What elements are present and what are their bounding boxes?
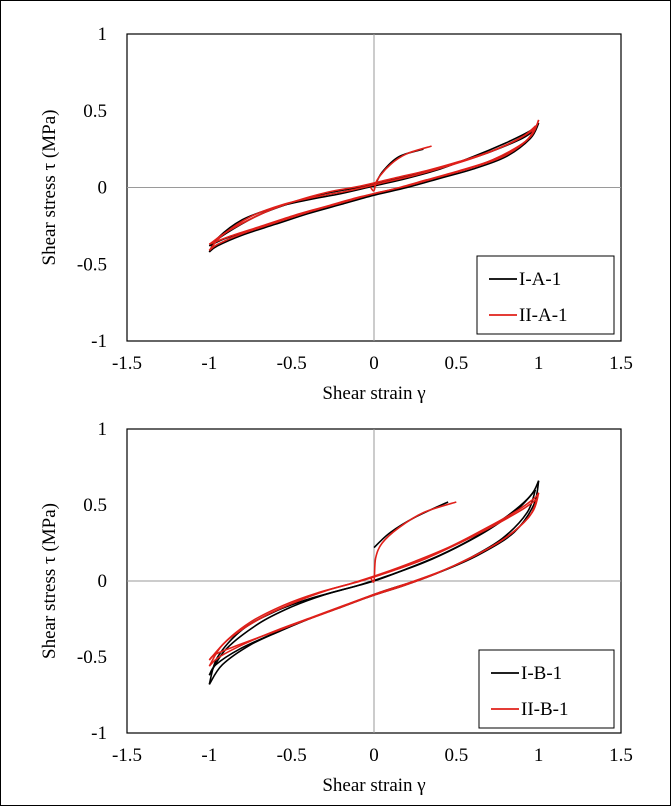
II-A-1-loop-2-lower [209,125,537,246]
legend-box [476,255,615,335]
y-axis-label: Shear stress τ (MPa) [39,110,60,266]
y-tick-label: 0 [98,571,108,592]
legend-label: II-A-1 [519,305,568,326]
y-tick-label: 0.5 [83,101,107,122]
x-tick-label: -1.5 [112,353,142,374]
I-B-1-initial-loading [373,501,449,549]
legend: I-B-1 II-B-1 [478,649,615,729]
legend-box [478,649,615,729]
II-B-1-initial-loading [370,501,457,583]
II-B-1-loop-2-lower [208,498,538,661]
x-tick-label: 1.5 [609,353,633,374]
y-axis-label: Shear stress τ (MPa) [39,503,60,659]
II-B-1-loop-1-upper [208,492,540,667]
legend-label: II-B-1 [521,699,568,720]
y-tick-label: -0.5 [77,647,107,668]
x-axis-label: Shear strain γ [322,383,425,404]
legend: I-A-1 II-A-1 [476,255,615,335]
II-A-1-loop-2-upper [208,125,536,245]
y-tick-label: 1 [98,419,108,440]
I-B-1-loop-2-upper [208,489,536,676]
x-tick-label: -1.5 [112,745,142,766]
x-tick-label: 0 [369,745,379,766]
x-tick-label: 1 [534,353,544,374]
y-tick-label: 0.5 [83,495,107,516]
x-tick-label: -1 [201,745,217,766]
legend-label: I-A-1 [519,269,561,290]
x-tick-label: 0.5 [444,353,468,374]
x-tick-label: -0.5 [277,353,307,374]
x-tick-label: -0.5 [277,745,307,766]
II-A-1-initial-loading [370,145,432,192]
y-tick-label: 1 [98,24,108,45]
x-tick-label: 0.5 [444,745,468,766]
series-II-B-1 [208,492,540,667]
x-tick-label: 1 [534,745,544,766]
y-tick-label: 0 [98,178,108,199]
series-II-A-1 [208,119,540,252]
x-tick-label: -1 [201,353,217,374]
x-axis-label: Shear strain γ [322,775,425,796]
legend-label: I-B-1 [521,663,562,684]
I-B-1-loop-2-lower [208,489,537,676]
x-tick-label: 0 [369,353,379,374]
x-tick-label: 1.5 [609,745,633,766]
II-B-1-loop-2-upper [208,498,538,661]
y-tick-label: -1 [91,723,107,744]
y-tick-label: -1 [91,331,107,352]
y-tick-label: -0.5 [77,254,107,275]
